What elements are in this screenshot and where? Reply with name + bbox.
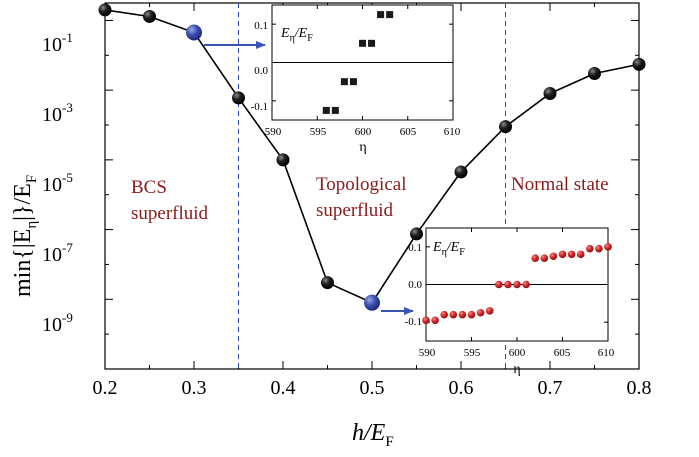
region-label-bcs-line2: superfluid bbox=[131, 203, 209, 224]
data-point bbox=[321, 276, 334, 290]
inset-circle-marker bbox=[513, 280, 521, 289]
inset-circle-marker bbox=[540, 254, 549, 262]
inset-circle-marker bbox=[576, 250, 585, 259]
inset-square-marker bbox=[368, 39, 376, 47]
x-tick-label: 0.6 bbox=[449, 377, 474, 399]
x-tick-labels: 0.2 0.3 0.4 0.5 0.6 0.7 0.8 bbox=[93, 377, 652, 399]
inset-2-y-tick: 0.1 bbox=[408, 242, 422, 254]
inset-square-marker bbox=[340, 78, 348, 86]
inset-2-x-tick: 610 bbox=[598, 347, 615, 359]
inset-1-y-tick: -0.1 bbox=[251, 101, 268, 113]
region-label-topo-line2: superfluid bbox=[316, 200, 394, 221]
data-point bbox=[632, 57, 646, 71]
inset-1-y-tick: 0.0 bbox=[254, 65, 268, 77]
region-labels: BCS superfluid Topological superfluid No… bbox=[131, 174, 609, 224]
inset-circle-marker bbox=[549, 252, 558, 261]
x-tick-label: 0.8 bbox=[627, 377, 652, 399]
inset-circle-marker bbox=[586, 244, 594, 253]
inset-1-x-label: η bbox=[359, 140, 366, 155]
inset-1: 0.1 0.0 -0.1 590 595 600 605 610 η Eη/EF bbox=[251, 4, 461, 155]
inset-square-marker bbox=[349, 78, 357, 86]
y-tick-label: 10-5 bbox=[42, 170, 73, 196]
inset-circle-marker bbox=[567, 250, 576, 259]
y-axis-label: min{|Eη|}/EF bbox=[10, 175, 40, 297]
inset-circle-marker bbox=[458, 310, 467, 319]
inset-circle-marker bbox=[504, 280, 512, 289]
y-tick-labels: 10-1 10-3 10-5 10-7 10-9 bbox=[42, 30, 73, 336]
data-point bbox=[454, 165, 468, 179]
region-label-topo-line1: Topological bbox=[316, 174, 406, 195]
inset-square-marker bbox=[386, 11, 394, 19]
data-point bbox=[499, 120, 512, 134]
inset-circle-marker bbox=[531, 254, 539, 262]
inset-square-marker bbox=[322, 106, 330, 114]
inset-2-y-label: Eη/EF bbox=[432, 240, 465, 258]
highlighted-point bbox=[186, 24, 202, 41]
inset-2-x-label: η bbox=[513, 362, 520, 377]
inset-1-x-tick: 590 bbox=[265, 126, 282, 138]
inset-1-x-tick: 600 bbox=[355, 126, 372, 138]
inset-2-y-tick: -0.1 bbox=[405, 316, 422, 328]
inset-circle-marker bbox=[604, 243, 612, 251]
x-tick-label: 0.2 bbox=[93, 377, 118, 399]
inset-1-x-tick: 595 bbox=[310, 126, 327, 138]
inset-1-x-tick: 605 bbox=[400, 126, 417, 138]
y-tick-label: 10-1 bbox=[42, 30, 73, 56]
x-tick-label: 0.4 bbox=[271, 377, 296, 399]
inset-circle-marker bbox=[595, 244, 603, 253]
data-point bbox=[543, 87, 557, 101]
inset-square-marker bbox=[359, 39, 366, 47]
data-point bbox=[143, 9, 156, 23]
x-tick-label: 0.7 bbox=[538, 377, 563, 399]
data-point bbox=[232, 91, 245, 105]
data-point bbox=[588, 67, 601, 81]
inset-2-x-tick: 600 bbox=[509, 347, 526, 359]
x-tick-label: 0.3 bbox=[182, 377, 207, 399]
inset-1-x-tick: 610 bbox=[444, 126, 461, 138]
inset-circle-marker bbox=[522, 280, 530, 289]
inset-1-y-label: Eη/EF bbox=[280, 26, 313, 44]
data-point bbox=[98, 3, 112, 17]
highlighted-point bbox=[364, 294, 380, 311]
inset-circle-marker bbox=[440, 310, 449, 319]
main-plot bbox=[98, 3, 646, 370]
inset-circle-marker bbox=[485, 307, 494, 315]
inset-square-marker bbox=[377, 11, 385, 19]
inset-2: 0.1 0.0 -0.1 590 595 600 605 610 η Eη/EF bbox=[405, 227, 615, 377]
y-tick-label: 10-3 bbox=[42, 100, 73, 126]
data-point bbox=[410, 227, 423, 241]
inset-2-y-tick: 0.0 bbox=[408, 279, 422, 291]
region-label-normal: Normal state bbox=[511, 174, 609, 195]
region-label-bcs-line1: BCS bbox=[131, 177, 167, 198]
inset-circle-marker bbox=[449, 310, 458, 319]
inset-2-x-tick: 595 bbox=[464, 347, 481, 359]
y-tick-label: 10-9 bbox=[42, 310, 73, 336]
x-axis-label: h/EF bbox=[352, 420, 394, 450]
y-tick-label: 10-7 bbox=[42, 240, 73, 266]
inset-2-x-tick: 590 bbox=[419, 347, 436, 359]
inset-2-x-tick: 605 bbox=[554, 347, 571, 359]
x-tick-label: 0.5 bbox=[360, 377, 385, 399]
inset-circle-marker bbox=[431, 316, 439, 325]
inset-circle-marker bbox=[495, 280, 503, 289]
inset-circle-marker bbox=[558, 250, 567, 259]
inset-circle-marker bbox=[476, 308, 485, 317]
inset-circle-marker bbox=[467, 310, 476, 319]
inset-1-y-tick: 0.1 bbox=[254, 20, 268, 32]
inset-square-marker bbox=[331, 106, 339, 114]
inset-circle-marker bbox=[422, 316, 430, 325]
data-point bbox=[276, 153, 290, 167]
